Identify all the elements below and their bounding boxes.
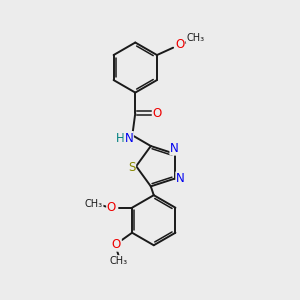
Text: CH₃: CH₃	[186, 33, 204, 43]
Text: O: O	[153, 107, 162, 120]
Text: O: O	[107, 201, 116, 214]
Text: N: N	[170, 142, 179, 155]
Text: O: O	[112, 238, 121, 251]
Text: N: N	[176, 172, 185, 185]
Text: O: O	[175, 38, 184, 51]
Text: CH₃: CH₃	[85, 199, 103, 209]
Text: S: S	[128, 161, 135, 174]
Text: N: N	[124, 132, 133, 145]
Text: H: H	[116, 132, 124, 145]
Text: CH₃: CH₃	[110, 256, 128, 266]
